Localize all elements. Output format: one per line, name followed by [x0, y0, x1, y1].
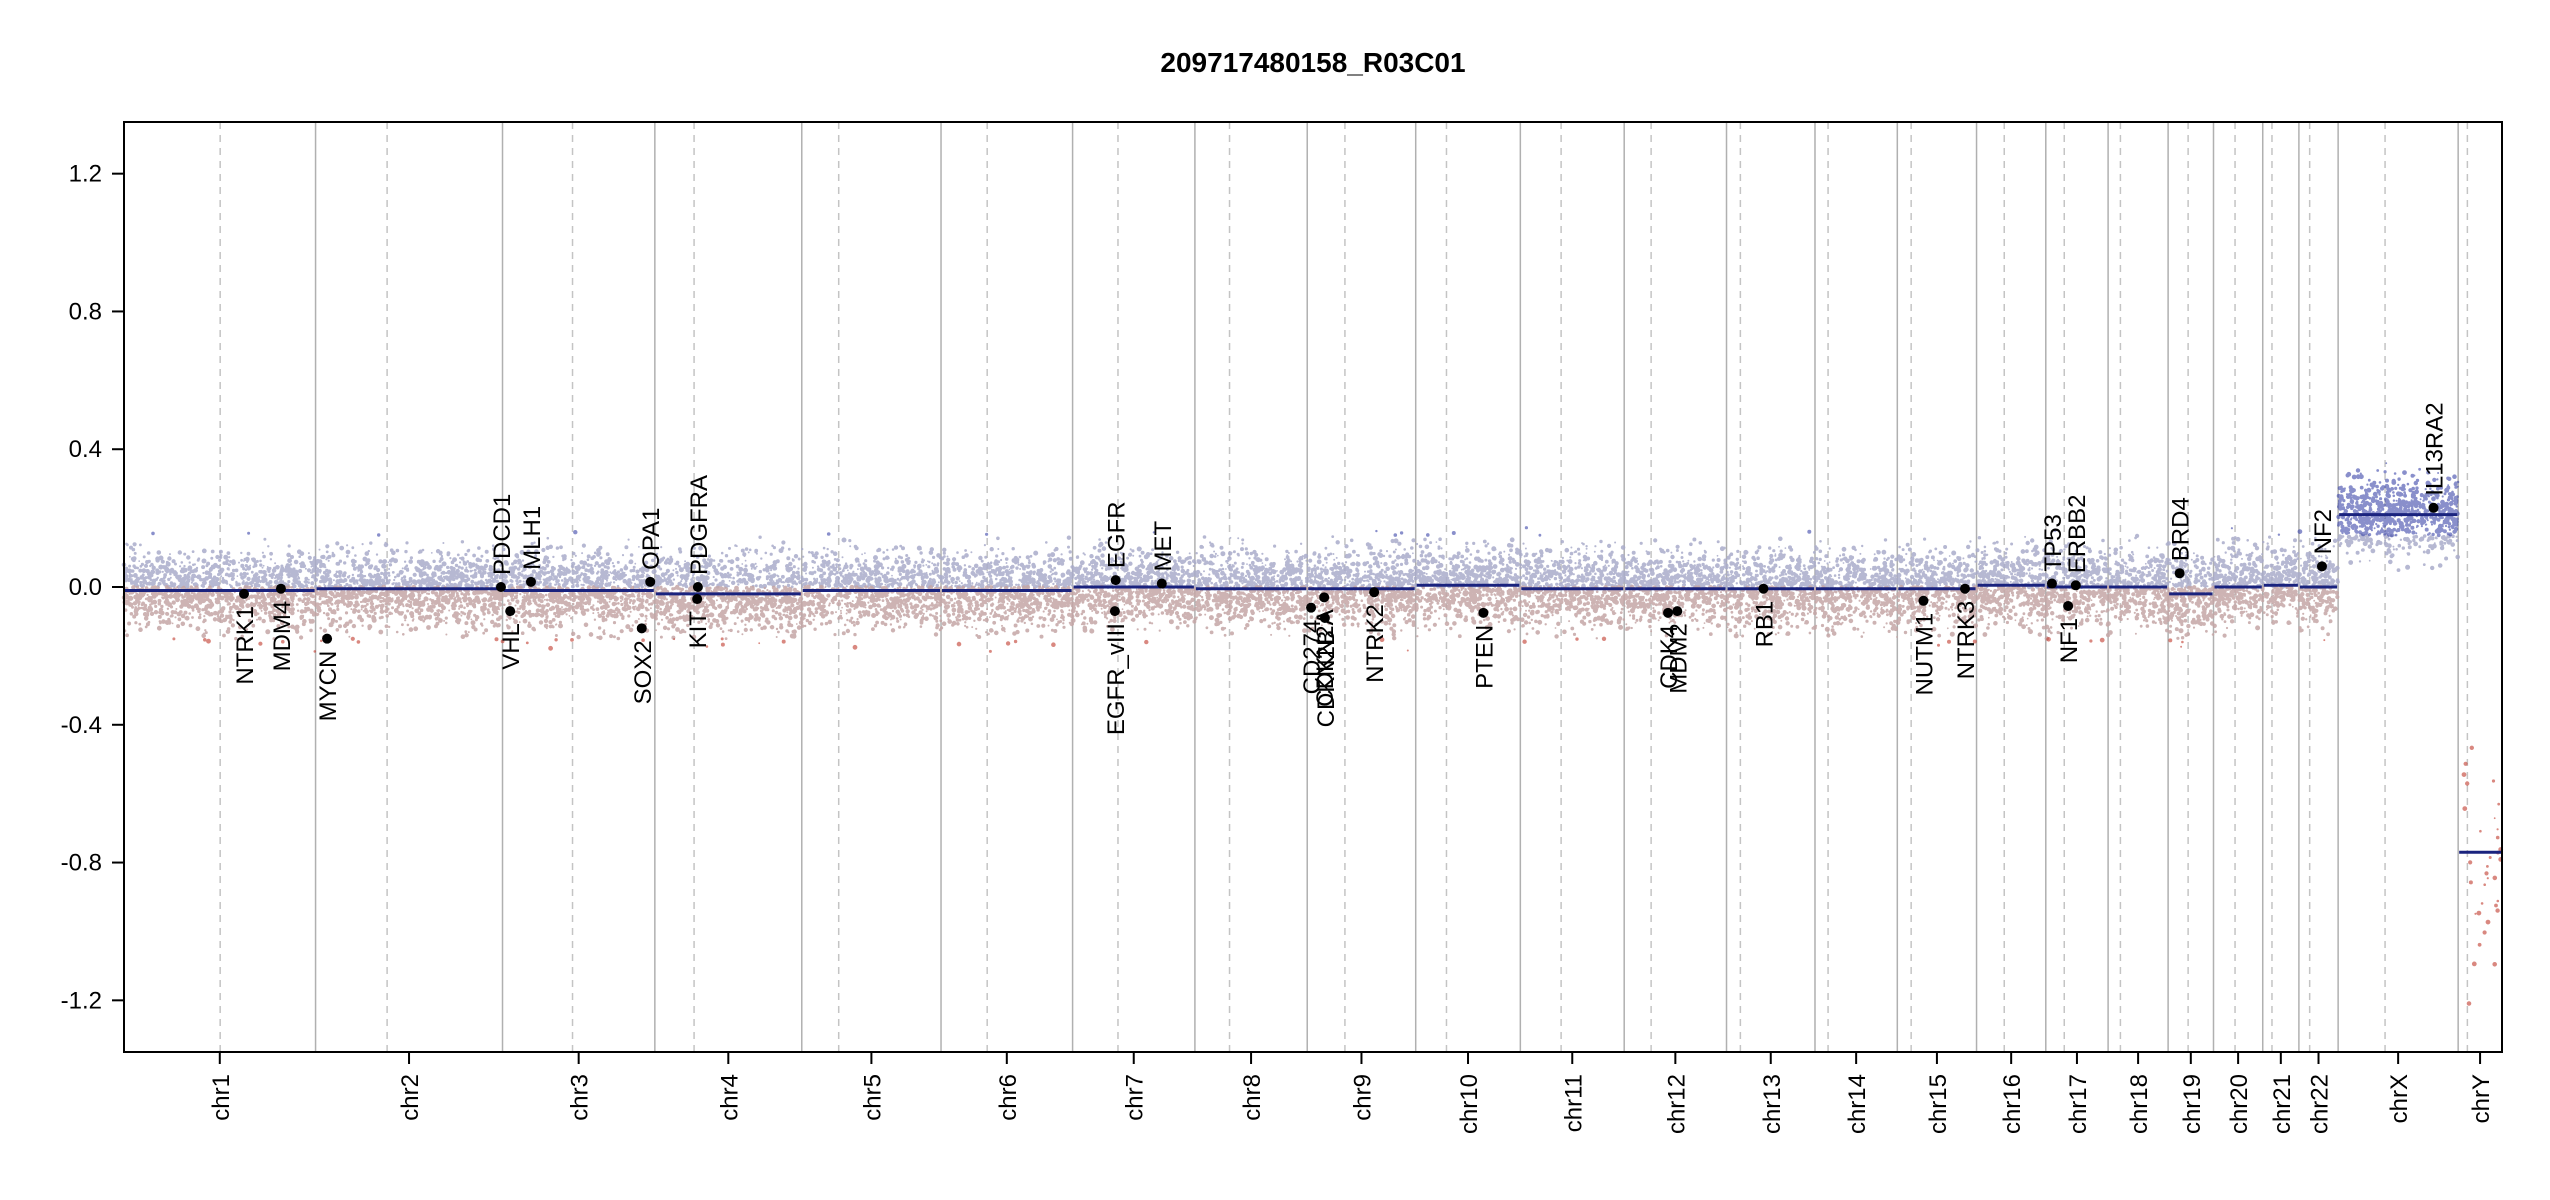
gene-label-SOX2: SOX2 — [630, 640, 657, 704]
gene-label-NF2: NF2 — [2310, 509, 2337, 554]
y-tick-label: -1.2 — [61, 987, 102, 1014]
gene-label-CD274: CD274 — [1299, 620, 1326, 695]
gene-point-MDM4 — [275, 583, 286, 594]
gene-point-PTEN — [1478, 607, 1489, 618]
gene-point-NUTM1 — [1918, 595, 1929, 606]
x-tick-label-chrX: chrX — [2386, 1074, 2413, 1123]
x-tick-label-chr2: chr2 — [397, 1074, 424, 1121]
gene-label-NTRK3: NTRK3 — [1953, 601, 1980, 680]
x-tick-label-chrY: chrY — [2468, 1074, 2495, 1123]
gene-label-MLH1: MLH1 — [519, 506, 546, 570]
y-tick-label: 0.0 — [69, 574, 102, 601]
gene-label-CDK4: CDK4 — [1656, 625, 1683, 689]
x-tick-label-chr13: chr13 — [1759, 1074, 1786, 1134]
gene-label-CDKN2B: CDKN2B — [1313, 630, 1340, 727]
gene-point-CDKN2B — [1319, 613, 1330, 623]
gene-point-CDK4 — [1663, 607, 1674, 618]
gene-point-NF2 — [2316, 561, 2327, 572]
gene-label-NTRK1: NTRK1 — [232, 606, 259, 685]
x-tick-label-chr17: chr17 — [2065, 1074, 2092, 1134]
gene-label-PDCD1: PDCD1 — [489, 494, 516, 575]
gene-point-EGFR_vIII — [1109, 606, 1120, 617]
gene-point-MLH1 — [525, 576, 536, 587]
gene-point-NTRK2 — [1369, 587, 1380, 598]
gene-label-RB1: RB1 — [1751, 601, 1778, 648]
y-tick-label: -0.8 — [61, 850, 102, 877]
x-tick-label-chr18: chr18 — [2126, 1074, 2153, 1134]
gene-label-MDM4: MDM4 — [269, 601, 296, 672]
gene-label-PDGFRA: PDGFRA — [686, 475, 713, 575]
y-tick-label: 1.2 — [69, 161, 102, 188]
x-tick-label-chr7: chr7 — [1122, 1074, 1149, 1121]
gene-label-CDKN2A: CDKN2A — [1312, 609, 1339, 706]
gene-label-TP53: TP53 — [2040, 514, 2067, 571]
y-tick-label: -0.4 — [61, 712, 102, 739]
gene-label-MDM2: MDM2 — [1665, 623, 1692, 694]
gene-point-BRD4 — [2174, 568, 2185, 579]
x-tick-label-chr20: chr20 — [2226, 1074, 2253, 1134]
gene-point-EGFR — [1110, 575, 1121, 586]
gene-label-VHL: VHL — [498, 623, 525, 670]
x-tick-label-chr1: chr1 — [208, 1074, 235, 1121]
gene-markers: NTRK1 MDM4 MYCN PDCD1 VHL MLH1 SOX2 OPA1 KIT PDGF… — [232, 402, 2449, 735]
x-tick-label-chr12: chr12 — [1663, 1074, 1690, 1134]
y-tick-label: 0.8 — [69, 298, 102, 325]
gene-point-KIT — [692, 594, 703, 605]
gene-point-NTRK3 — [1960, 583, 1971, 594]
y-tick-label: 0.4 — [69, 436, 102, 463]
gene-point-CDKN2A — [1319, 592, 1330, 603]
gene-point-MYCN — [322, 633, 333, 644]
x-tick-label-chr22: chr22 — [2307, 1074, 2334, 1134]
gene-point-MDM2 — [1672, 606, 1683, 617]
x-tick-label-chr5: chr5 — [859, 1074, 886, 1121]
gene-point-IL13RA2 — [2428, 502, 2439, 513]
gene-point-PDCD1 — [495, 582, 506, 592]
x-tick-label-chr9: chr9 — [1349, 1074, 1376, 1121]
y-axis: -1.2 -0.8 -0.4 0.0 0.4 0.8 1.2 — [61, 161, 125, 1014]
gene-label-EGFR: EGFR — [1104, 501, 1131, 568]
gene-point-NTRK1 — [239, 588, 250, 599]
gene-point-CD274 — [1306, 602, 1317, 613]
gene-point-OPA1 — [645, 576, 656, 587]
gene-label-NTRK2: NTRK2 — [1362, 604, 1389, 683]
x-tick-label-chr16: chr16 — [1999, 1074, 2026, 1134]
x-tick-label-chr10: chr10 — [1456, 1074, 1483, 1134]
x-tick-label-chr6: chr6 — [995, 1074, 1022, 1121]
x-tick-label-chr8: chr8 — [1239, 1074, 1266, 1121]
gene-label-MET: MET — [1150, 521, 1177, 572]
probes-neutral-gain — [121, 533, 2461, 590]
x-tick-label-chr15: chr15 — [1925, 1074, 1952, 1134]
gene-point-RB1 — [1758, 583, 1769, 594]
gene-label-MYCN: MYCN — [315, 651, 342, 722]
gene-label-BRD4: BRD4 — [2168, 497, 2195, 561]
x-tick-label-chr3: chr3 — [567, 1074, 594, 1121]
gene-label-PTEN: PTEN — [1471, 625, 1498, 689]
x-tick-label-chr4: chr4 — [716, 1074, 743, 1121]
x-tick-label-chr19: chr19 — [2179, 1074, 2206, 1134]
gene-label-NF1: NF1 — [2056, 618, 2083, 663]
chart-title: 209717480158_R03C01 — [1160, 47, 1465, 78]
gene-label-OPA1: OPA1 — [638, 508, 665, 570]
gene-point-NF1 — [2063, 600, 2074, 611]
gene-point-ERBB2 — [2070, 580, 2081, 591]
gene-point-VHL — [505, 606, 516, 617]
gene-label-ERBB2: ERBB2 — [2064, 495, 2091, 574]
x-tick-label-chr14: chr14 — [1844, 1074, 1871, 1134]
gene-point-PDGFRA — [692, 582, 703, 592]
gene-point-MET — [1156, 578, 1167, 589]
gene-point-TP53 — [2046, 578, 2057, 589]
x-axis: chr1 chr2 chr3 chr4 chr5 chr6 chr7 chr8 chr9 chr1… — [208, 1052, 2495, 1134]
x-tick-label-chr11: chr11 — [1560, 1074, 1587, 1132]
gene-label-KIT: KIT — [685, 611, 712, 649]
gene-point-SOX2 — [636, 623, 647, 634]
gene-label-EGFR_vIII: EGFR_vIII — [1103, 623, 1130, 735]
x-tick-label-chr21: chr21 — [2269, 1074, 2296, 1134]
probe-points — [121, 462, 2504, 1006]
probes-neutral-loss — [121, 584, 2340, 641]
gene-label-IL13RA2: IL13RA2 — [2422, 402, 2449, 495]
gene-label-NUTM1: NUTM1 — [1911, 613, 1938, 696]
